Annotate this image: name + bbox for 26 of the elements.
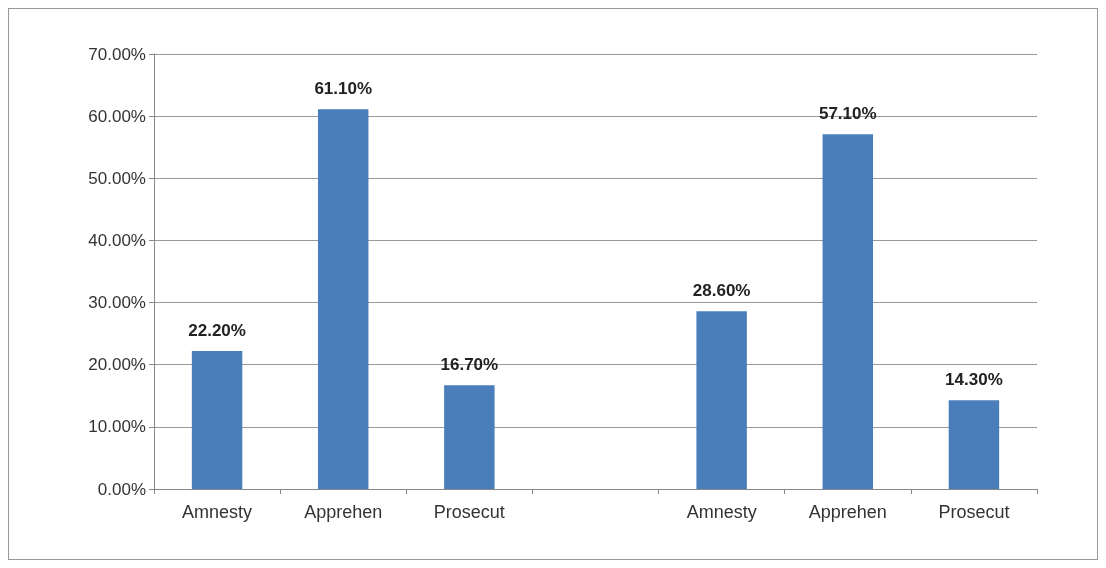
x-tick-label: Prosecut: [433, 502, 505, 522]
data-label: 57.10%: [818, 104, 877, 124]
bar: [822, 134, 874, 489]
y-tick-label: 40.00%: [88, 230, 146, 250]
data-label: 28.60%: [692, 281, 751, 301]
y-tick-label: 20.00%: [88, 355, 146, 375]
y-tick-label: 10.00%: [88, 417, 146, 437]
y-tick-label: 0.00%: [97, 479, 146, 499]
bar: [444, 385, 495, 489]
x-tick-label: Apprehen: [808, 502, 887, 522]
x-tick-label: Prosecut: [938, 502, 1010, 522]
x-tick-label: Amnesty: [686, 502, 757, 522]
y-tick-label: 60.00%: [88, 106, 146, 126]
data-label: 22.20%: [188, 321, 246, 341]
y-tick-label: 70.00%: [88, 44, 146, 64]
x-tick-label: Amnesty: [182, 502, 253, 522]
y-tick-label: 50.00%: [88, 168, 146, 188]
y-tick-label: 30.00%: [88, 293, 146, 313]
bar: [696, 311, 747, 489]
data-label: 14.30%: [945, 370, 1003, 390]
bar: [191, 351, 243, 489]
data-label: 16.70%: [440, 355, 499, 375]
x-tick-label: Apprehen: [304, 502, 383, 522]
data-label: 61.10%: [314, 79, 373, 99]
bar: [317, 109, 369, 489]
bar: [948, 400, 1000, 489]
